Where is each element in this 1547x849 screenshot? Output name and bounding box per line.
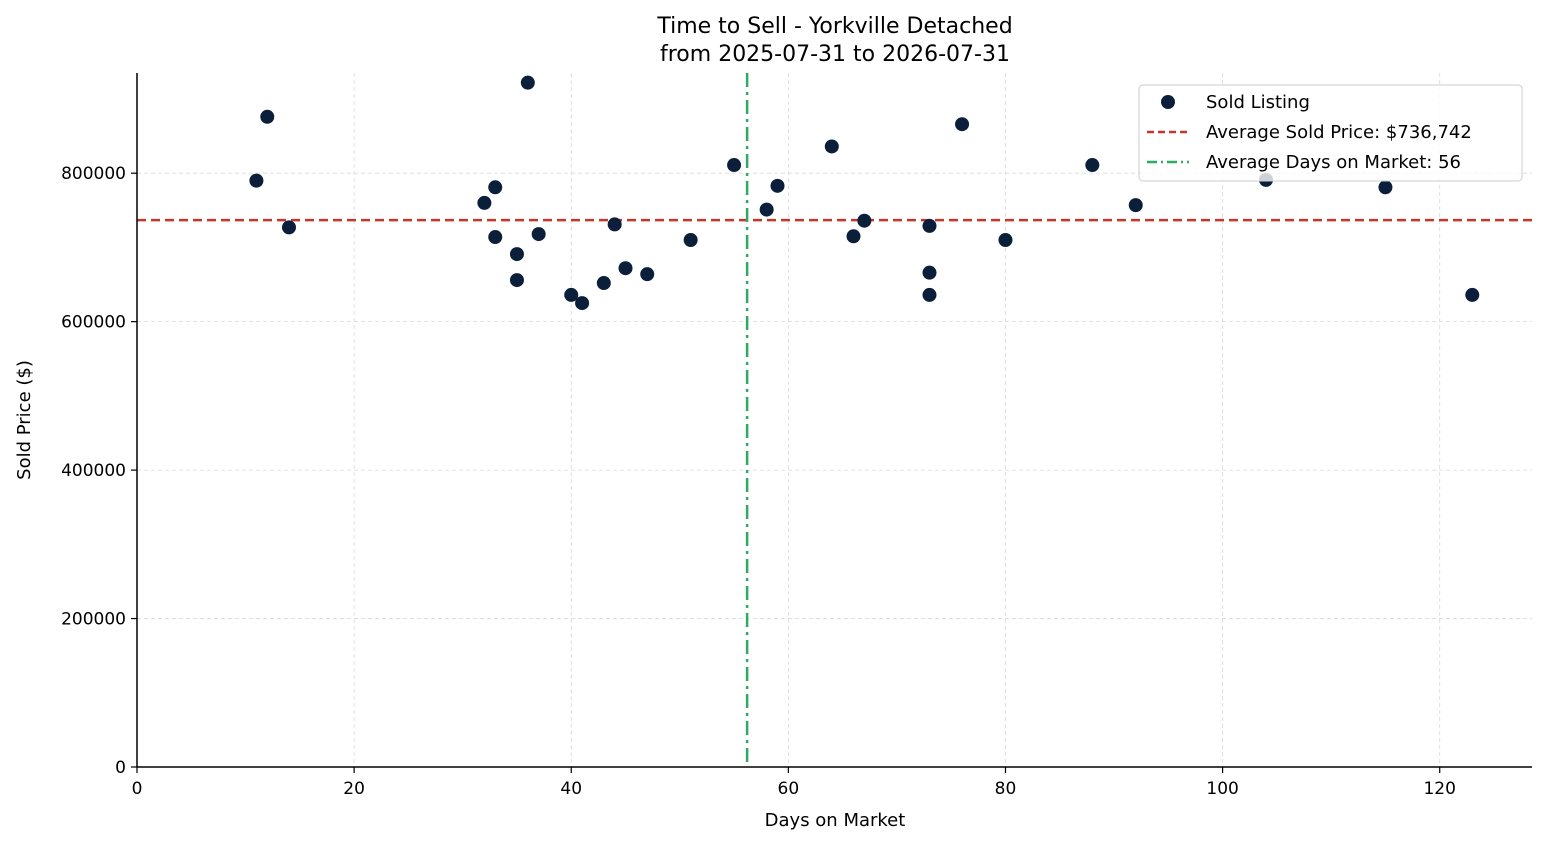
y-tick-label: 400000 bbox=[61, 461, 126, 481]
legend-marker-sold-listing bbox=[1161, 95, 1175, 109]
data-point bbox=[1465, 287, 1480, 302]
y-tick-label: 800000 bbox=[61, 164, 126, 184]
chart-subtitle: from 2025-07-31 to 2026-07-31 bbox=[660, 42, 1010, 67]
chart-title: Time to Sell - Yorkville Detached bbox=[656, 14, 1012, 39]
data-points bbox=[249, 75, 1480, 311]
data-point bbox=[509, 247, 524, 262]
data-point bbox=[683, 233, 698, 248]
data-point bbox=[249, 173, 264, 188]
data-point bbox=[260, 109, 275, 124]
data-point bbox=[618, 261, 633, 276]
data-point bbox=[488, 180, 503, 195]
x-tick-label: 60 bbox=[778, 779, 800, 799]
data-point bbox=[564, 287, 579, 302]
x-tick-label: 100 bbox=[1206, 779, 1238, 799]
y-tick-label: 0 bbox=[115, 758, 126, 778]
data-point bbox=[922, 265, 937, 280]
x-tick-label: 40 bbox=[560, 779, 582, 799]
data-point bbox=[824, 139, 839, 154]
tick-labels: 0 20 40 60 80 100 120 0 200000 400000 600000 800000 bbox=[61, 164, 1456, 799]
x-tick-label: 20 bbox=[343, 779, 365, 799]
data-point bbox=[281, 220, 296, 235]
data-point bbox=[770, 178, 785, 193]
data-point bbox=[955, 117, 970, 132]
data-point bbox=[520, 75, 535, 90]
data-point bbox=[1128, 198, 1143, 213]
y-axis-label: Sold Price ($) bbox=[14, 360, 35, 480]
data-point bbox=[857, 213, 872, 228]
x-tick-label: 120 bbox=[1423, 779, 1455, 799]
data-point bbox=[922, 287, 937, 302]
data-point bbox=[575, 296, 590, 311]
data-point bbox=[509, 273, 524, 288]
x-axis-label: Days on Market bbox=[765, 810, 906, 831]
data-point bbox=[998, 233, 1013, 248]
data-point bbox=[759, 202, 774, 217]
y-tick-label: 600000 bbox=[61, 313, 126, 333]
data-point bbox=[596, 276, 611, 291]
data-point bbox=[1085, 158, 1100, 173]
reference-lines bbox=[137, 73, 1532, 767]
x-tick-label: 80 bbox=[995, 779, 1017, 799]
legend-label-average-price: Average Sold Price: $736,742 bbox=[1206, 122, 1472, 143]
data-point bbox=[477, 195, 492, 210]
data-point bbox=[727, 158, 742, 173]
data-point bbox=[488, 230, 503, 245]
y-tick-label: 200000 bbox=[61, 610, 126, 630]
legend-box bbox=[1138, 84, 1523, 182]
data-point bbox=[922, 218, 937, 233]
legend-label-sold-listing: Sold Listing bbox=[1206, 92, 1310, 113]
x-tick-label: 0 bbox=[132, 779, 143, 799]
data-point bbox=[607, 217, 622, 232]
data-point bbox=[1378, 180, 1393, 195]
data-point bbox=[846, 229, 861, 244]
data-point bbox=[640, 267, 655, 282]
legend: Sold Listing Average Sold Price: $736,74… bbox=[1138, 84, 1523, 182]
legend-label-average-days: Average Days on Market: 56 bbox=[1206, 152, 1461, 173]
axes bbox=[131, 73, 1532, 773]
data-point bbox=[531, 227, 546, 242]
